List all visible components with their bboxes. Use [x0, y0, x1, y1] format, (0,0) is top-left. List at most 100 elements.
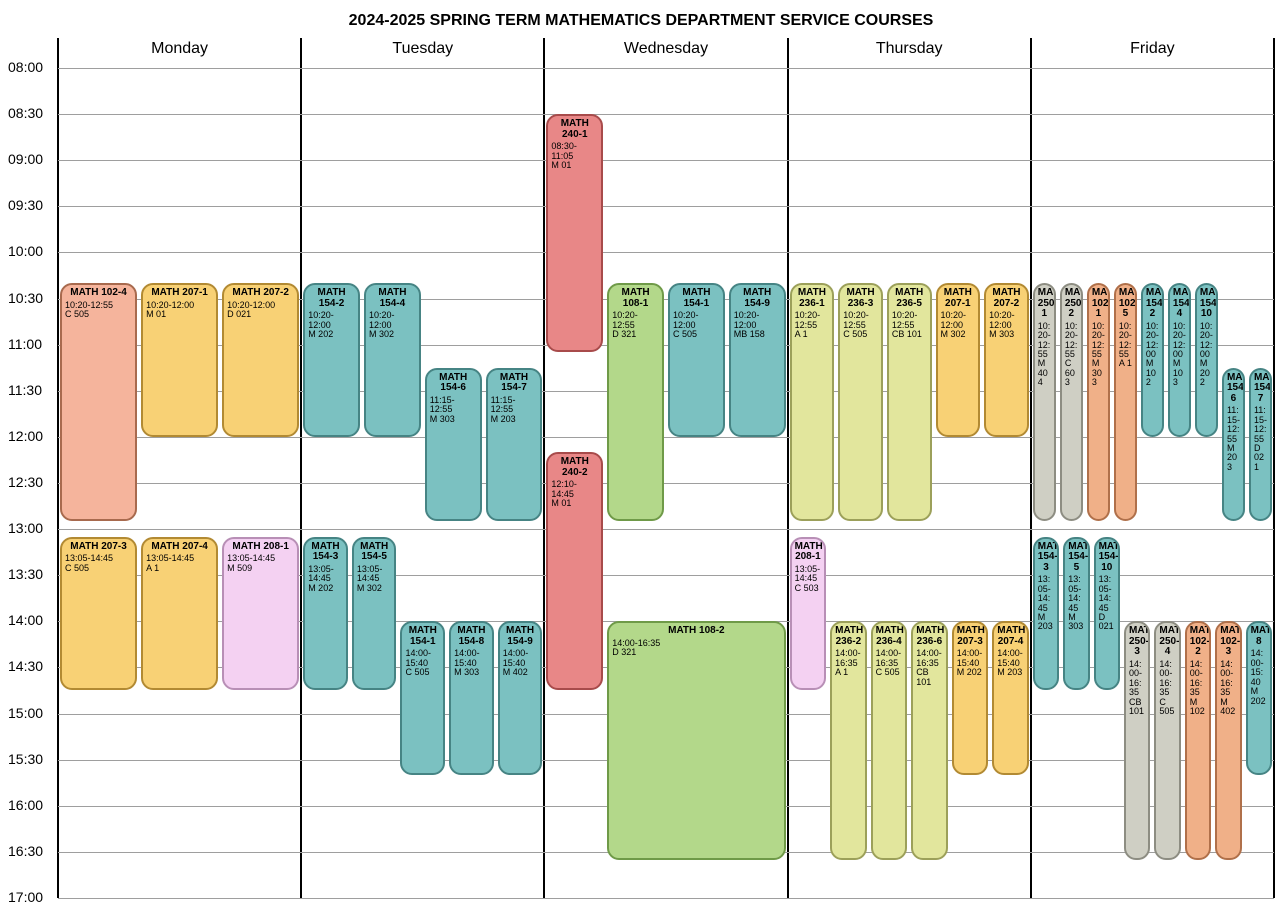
- course-time: 11:15-12:55: [491, 396, 538, 415]
- course-time: 10:20-12:00: [308, 311, 355, 330]
- course-block[interactable]: MATH 236-310:20-12:55C 505: [838, 283, 883, 521]
- course-time: 10:20-12:55: [1038, 322, 1051, 360]
- course-time: 11:15-12:55: [1254, 406, 1267, 444]
- course-code: MATH 207-3: [957, 626, 984, 647]
- course-block[interactable]: MATH 102-314:00-16:35M 402: [1215, 621, 1241, 859]
- time-label: 12:00: [8, 428, 58, 444]
- course-time: 14:00-15:40: [1251, 649, 1267, 687]
- course-room: M 303: [1068, 613, 1084, 632]
- course-block[interactable]: MATH 154-210:20-12:00M 202: [303, 283, 360, 437]
- course-block[interactable]: MATH 236-110:20-12:55A 1: [790, 283, 835, 521]
- course-room: C 503: [795, 584, 822, 593]
- course-block[interactable]: MATH 154-313:05-14:45M 202: [303, 537, 348, 691]
- course-block[interactable]: MATH 154-611:15-12:55M 203: [1222, 368, 1245, 522]
- course-block[interactable]: MATH 154-611:15-12:55M 303: [425, 368, 482, 522]
- course-room: CB 101: [916, 668, 943, 687]
- course-block[interactable]: MATH 108-110:20-12:55D 321: [607, 283, 664, 521]
- course-block[interactable]: MATH 154-711:15-12:55M 203: [486, 368, 543, 522]
- time-label: 16:30: [8, 843, 58, 859]
- course-block[interactable]: MATH 154-513:05-14:45M 303: [1063, 537, 1089, 691]
- course-block[interactable]: MATH 108-214:00-16:35D 321: [607, 621, 785, 859]
- course-room: M 01: [146, 310, 213, 319]
- course-room: M 202: [308, 584, 343, 593]
- course-room: C 505: [405, 668, 440, 677]
- course-block[interactable]: MATH 208-113:05-14:45M 509: [222, 537, 299, 691]
- course-block[interactable]: MATH 207-210:20-12:00D 021: [222, 283, 299, 437]
- course-block[interactable]: MATH 236-214:00-16:35A 1: [830, 621, 867, 859]
- course-time: 12:10-14:45: [551, 480, 598, 499]
- course-code: MATH 236-4: [876, 626, 903, 647]
- course-block[interactable]: MATH 154-910:20-12:00MB 158: [729, 283, 786, 437]
- course-room: CB 101: [1129, 698, 1145, 717]
- course-block[interactable]: MATH 207-110:20-12:00M 302: [936, 283, 981, 437]
- course-block[interactable]: MATH 154-711:15-12:55D 021: [1249, 368, 1272, 522]
- course-block[interactable]: MATH 154-410:20-12:00M 302: [364, 283, 421, 437]
- course-code: MATH 154-10: [1200, 288, 1213, 320]
- course-time: 14:00-16:35: [1129, 660, 1145, 698]
- time-label: 13:30: [8, 566, 58, 582]
- course-block[interactable]: MATH 102-510:20-12:55A 1: [1114, 283, 1137, 521]
- course-block[interactable]: MATH 207-313:05-14:45C 505: [60, 537, 137, 691]
- course-code: MATH 207-4: [997, 626, 1024, 647]
- course-block[interactable]: MATH 154-313:05-14:45M 203: [1033, 537, 1059, 691]
- course-block[interactable]: MATH 154-210:20-12:00M 102: [1141, 283, 1164, 437]
- course-time: 14:00-15:40: [997, 649, 1024, 668]
- course-block[interactable]: MATH 207-413:05-14:45A 1: [141, 537, 218, 691]
- course-room: M 303: [454, 668, 489, 677]
- course-code: MATH 250-4: [1159, 626, 1175, 658]
- course-time: 08:30-11:05: [551, 142, 598, 161]
- course-block[interactable]: MATH 102-110:20-12:55M 303: [1087, 283, 1110, 521]
- course-block[interactable]: MATH 250-314:00-16:35CB 101: [1124, 621, 1150, 859]
- grid-vline: [1030, 38, 1032, 898]
- course-room: M 202: [1200, 359, 1213, 387]
- course-block[interactable]: MATH 208-113:05-14:45C 503: [790, 537, 827, 691]
- course-time: 10:20-12:00: [989, 311, 1024, 330]
- course-block[interactable]: MATH 102-410:20-12:55C 505: [60, 283, 137, 521]
- course-block[interactable]: MATH 154-114:00-15:40C 505: [400, 621, 445, 775]
- course-code: MATH 102-1: [1092, 288, 1105, 320]
- course-block[interactable]: MATH 240-212:10-14:45M 01: [546, 452, 603, 690]
- course-time: 10:20-12:55: [892, 311, 927, 330]
- course-room: D 321: [612, 330, 659, 339]
- course-code: MATH 154-8: [454, 626, 489, 647]
- course-block[interactable]: MATH 240-108:30-11:05M 01: [546, 114, 603, 352]
- course-code: MATH 207-2: [227, 288, 294, 299]
- course-block[interactable]: MATH 207-110:20-12:00M 01: [141, 283, 218, 437]
- course-room: A 1: [795, 330, 830, 339]
- course-block[interactable]: MATH 154-1013:05-14:45D 021: [1094, 537, 1120, 691]
- course-room: M 203: [491, 415, 538, 424]
- course-block[interactable]: MATH 102-214:00-16:35M 102: [1185, 621, 1211, 859]
- course-block[interactable]: MATH 250-210:20-12:55C 603: [1060, 283, 1083, 521]
- course-time: 10:20-12:00: [1173, 322, 1186, 360]
- course-room: M 203: [997, 668, 1024, 677]
- course-room: C 505: [673, 330, 720, 339]
- course-block[interactable]: MATH 250-110:20-12:55M 404: [1033, 283, 1056, 521]
- course-code: MATH 102-2: [1190, 626, 1206, 658]
- course-room: M 202: [957, 668, 984, 677]
- course-room: M 402: [1220, 698, 1236, 717]
- course-code: MATH 154-4: [369, 288, 416, 309]
- course-block[interactable]: MATH 236-614:00-16:35CB 101: [911, 621, 948, 859]
- course-block[interactable]: MATH154-814:00-15:40M 202: [1246, 621, 1272, 775]
- course-block[interactable]: MATH 207-4 14:00-15:40M 203: [992, 621, 1029, 775]
- course-code: MATH 236-2: [835, 626, 862, 647]
- time-label: 11:00: [8, 336, 58, 352]
- day-header: Tuesday: [301, 38, 544, 68]
- course-block[interactable]: MATH 154-1010:20-12:00M 202: [1195, 283, 1218, 437]
- course-block[interactable]: MATH 154-110:20-12:00C 505: [668, 283, 725, 437]
- course-block[interactable]: MATH 154-410:20-12:00M 103: [1168, 283, 1191, 437]
- course-block[interactable]: MATH 236-510:20-12:55CB 101: [887, 283, 932, 521]
- course-block[interactable]: MATH 250-414:00-16:35C 505: [1154, 621, 1180, 859]
- course-block[interactable]: MATH 207-314:00-15:40M 202: [952, 621, 989, 775]
- course-code: MATH 154-3: [1038, 542, 1054, 574]
- course-time: 10:20-12:55: [1065, 322, 1078, 360]
- course-room: M 102: [1146, 359, 1159, 387]
- course-block[interactable]: MATH 154-513:05-14:45M 302: [352, 537, 397, 691]
- course-time: 14:00-16:35: [1190, 660, 1206, 698]
- course-block[interactable]: MATH 154-814:00-15:40M 303: [449, 621, 494, 775]
- course-block[interactable]: MATH 154-914:00-15:40M 402: [498, 621, 543, 775]
- time-label: 10:30: [8, 290, 58, 306]
- course-block[interactable]: MATH 207-210:20-12:00M 303: [984, 283, 1029, 437]
- course-room: M 303: [1092, 359, 1105, 387]
- course-block[interactable]: MATH 236-414:00-16:35C 505: [871, 621, 908, 859]
